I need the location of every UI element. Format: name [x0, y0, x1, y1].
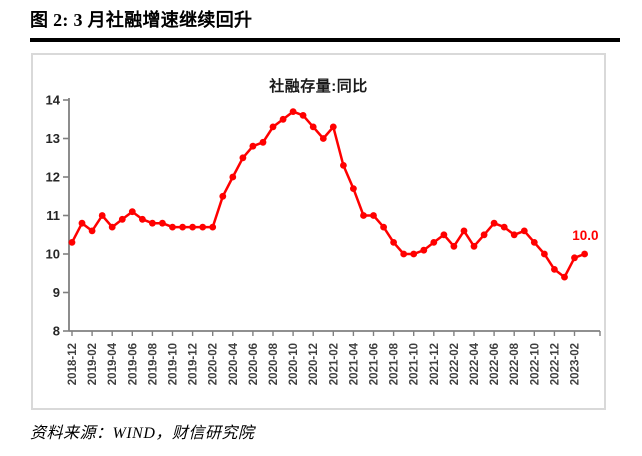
- data-point: [380, 223, 387, 231]
- x-tick-label: 2018-12: [67, 343, 79, 385]
- data-point: [259, 138, 267, 146]
- x-tick-label: 2021-02: [328, 343, 340, 385]
- data-point: [440, 231, 448, 239]
- data-point: [510, 231, 518, 239]
- x-tick-label: 2020-02: [208, 343, 220, 385]
- y-tick-label: 12: [46, 170, 60, 185]
- x-tick-label: 2019-04: [107, 342, 119, 385]
- data-point: [149, 219, 156, 227]
- data-point: [209, 223, 217, 231]
- data-point: [500, 223, 508, 231]
- data-point: [470, 242, 478, 250]
- data-point: [289, 108, 297, 115]
- y-tick-label: 9: [53, 285, 60, 300]
- data-point: [78, 219, 86, 227]
- data-point: [128, 208, 136, 216]
- y-tick-label: 11: [46, 208, 60, 223]
- x-tick-label: 2019-10: [168, 343, 180, 385]
- x-tick-label: 2019-08: [147, 342, 159, 385]
- data-point: [98, 212, 106, 219]
- data-point: [370, 212, 377, 219]
- data-point: [410, 250, 418, 258]
- x-tick-label: 2022-12: [549, 343, 561, 385]
- title-divider: [30, 38, 620, 42]
- data-point: [199, 223, 207, 231]
- data-point: [400, 250, 408, 258]
- x-tick-label: 2019-06: [127, 343, 139, 385]
- x-tick-label: 2019-12: [188, 343, 200, 385]
- x-tick-label: 2021-08: [389, 342, 401, 385]
- data-point: [229, 173, 237, 181]
- data-point: [350, 185, 357, 193]
- data-point: [520, 227, 528, 235]
- x-tick-label: 2021-10: [409, 343, 421, 385]
- data-point: [541, 250, 548, 258]
- series-line: [70, 110, 586, 279]
- data-point: [460, 227, 468, 235]
- data-point: [561, 273, 568, 281]
- data-point: [169, 223, 176, 231]
- data-point: [530, 239, 538, 246]
- x-tick-label: 2020-04: [228, 342, 240, 385]
- x-tick-label: 2022-10: [529, 343, 541, 385]
- chart-frame: 8 9 10 11 12 13 14 2018-12 2019-02 2019-04 2019-06…: [31, 53, 606, 410]
- x-tick-label: 2022-08: [509, 342, 521, 385]
- data-point: [340, 162, 347, 169]
- data-point: [139, 215, 146, 223]
- last-point-label: 10.0: [572, 228, 598, 243]
- source-note: 资料来源：WIND，财信研究院: [30, 425, 255, 442]
- data-point: [490, 219, 498, 227]
- data-point: [329, 123, 337, 131]
- x-tick-label: 2020-12: [308, 343, 320, 385]
- data-point: [480, 231, 488, 239]
- data-point: [189, 223, 197, 231]
- data-point: [581, 250, 588, 258]
- data-point: [279, 115, 287, 123]
- x-tick-label: 2020-06: [248, 343, 260, 385]
- data-point: [390, 239, 397, 246]
- figure-title: 图 2: 3 月社融增速继续回升: [30, 10, 253, 30]
- data-point: [239, 154, 247, 162]
- y-tick-label: 8: [53, 324, 60, 339]
- data-point: [108, 223, 116, 231]
- x-tick-label: 2021-06: [369, 343, 381, 385]
- data-point: [219, 192, 227, 200]
- data-point: [551, 266, 558, 273]
- x-tick-label: 2022-04: [469, 342, 481, 385]
- data-point: [309, 123, 317, 131]
- data-point: [118, 215, 126, 223]
- data-point: [249, 142, 257, 150]
- y-tick-label: 10: [46, 247, 60, 262]
- data-point: [319, 135, 327, 142]
- data-point: [571, 254, 578, 262]
- y-tick-label: 13: [46, 131, 60, 146]
- x-tick-label: 2019-02: [87, 343, 99, 385]
- data-point: [299, 112, 307, 119]
- x-tick-label: 2022-06: [489, 343, 501, 385]
- chart-legend-title: 社融存量:同比: [269, 78, 368, 95]
- line-chart: 8 9 10 11 12 13 14 2018-12 2019-02 2019-04 2019-06…: [46, 93, 601, 385]
- x-tick-label: 2021-04: [348, 342, 360, 385]
- data-point: [420, 246, 428, 254]
- x-tick-label: 2020-08: [268, 342, 280, 385]
- data-point: [88, 227, 96, 235]
- x-tick-label: 2022-02: [449, 343, 461, 385]
- data-point: [450, 242, 458, 250]
- data-point: [430, 239, 438, 246]
- data-point: [360, 212, 367, 219]
- data-point: [68, 239, 76, 246]
- data-point: [179, 223, 187, 231]
- data-point: [269, 123, 277, 131]
- x-tick-label: 2021-12: [429, 343, 441, 385]
- x-tick-label: 2020-10: [288, 343, 300, 385]
- x-tick-label: 2023-02: [570, 343, 582, 385]
- y-tick-label: 14: [46, 93, 61, 108]
- data-point: [159, 219, 166, 227]
